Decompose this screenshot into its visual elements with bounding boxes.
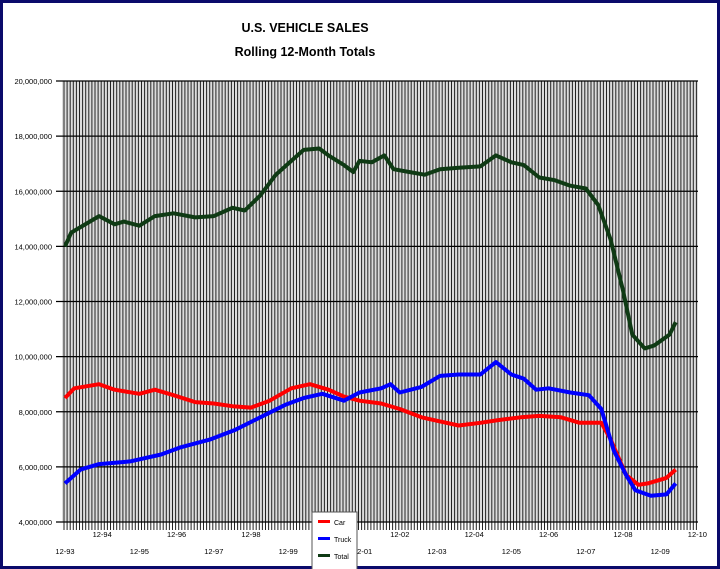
y-tick-label: 6,000,000	[19, 463, 52, 472]
x-tick-label: 12-05	[502, 547, 521, 556]
x-tick-label: 12-94	[93, 530, 112, 539]
legend-swatch-truck	[318, 537, 330, 540]
x-tick-label: 12-03	[427, 547, 446, 556]
y-tick-label: 8,000,000	[19, 408, 52, 417]
y-tick-label: 14,000,000	[14, 242, 52, 251]
x-axis-ticks: 12-9312-9412-9512-9612-9712-9812-9912-00…	[55, 530, 707, 556]
legend-label-truck: Truck	[334, 537, 352, 544]
y-tick-label: 10,000,000	[14, 353, 52, 362]
legend-label-car: Car	[334, 520, 346, 527]
x-tick-label: 12-96	[167, 530, 186, 539]
x-tick-label: 12-06	[539, 530, 558, 539]
x-tick-label: 12-95	[130, 547, 149, 556]
y-tick-label: 4,000,000	[19, 518, 52, 527]
legend-label-total: Total	[334, 554, 349, 561]
y-tick-label: 20,000,000	[14, 77, 52, 86]
chart-title: U.S. VEHICLE SALES	[241, 21, 368, 35]
y-tick-label: 12,000,000	[14, 298, 52, 307]
y-tick-label: 16,000,000	[14, 187, 52, 196]
chart-subtitle: Rolling 12-Month Totals	[235, 45, 376, 59]
legend: Car Truck Total	[311, 511, 358, 569]
x-tick-label: 12-07	[576, 547, 595, 556]
x-tick-label: 12-08	[613, 530, 632, 539]
x-tick-label: 12-02	[390, 530, 409, 539]
x-tick-label: 12-93	[55, 547, 74, 556]
x-tick-label: 12-04	[465, 530, 484, 539]
x-tick-label: 12-97	[204, 547, 223, 556]
y-tick-label: 18,000,000	[14, 132, 52, 141]
x-tick-label: 12-10	[688, 530, 707, 539]
horizontal-gridlines	[56, 80, 698, 523]
x-tick-label: 12-01	[353, 547, 372, 556]
series-line-truck	[63, 360, 678, 498]
y-axis-ticks: 4,000,000 6,000,000 8,000,000 10,000,000 12,…	[14, 77, 52, 527]
x-tick-label: 12-98	[241, 530, 260, 539]
x-tick-label: 12-99	[279, 547, 298, 556]
x-tick-label: 12-09	[651, 547, 670, 556]
series-line-total	[63, 146, 678, 351]
series-line-car	[63, 382, 678, 487]
legend-swatch-car	[318, 520, 330, 523]
series-lines	[63, 146, 678, 498]
legend-swatch-total	[318, 554, 330, 557]
